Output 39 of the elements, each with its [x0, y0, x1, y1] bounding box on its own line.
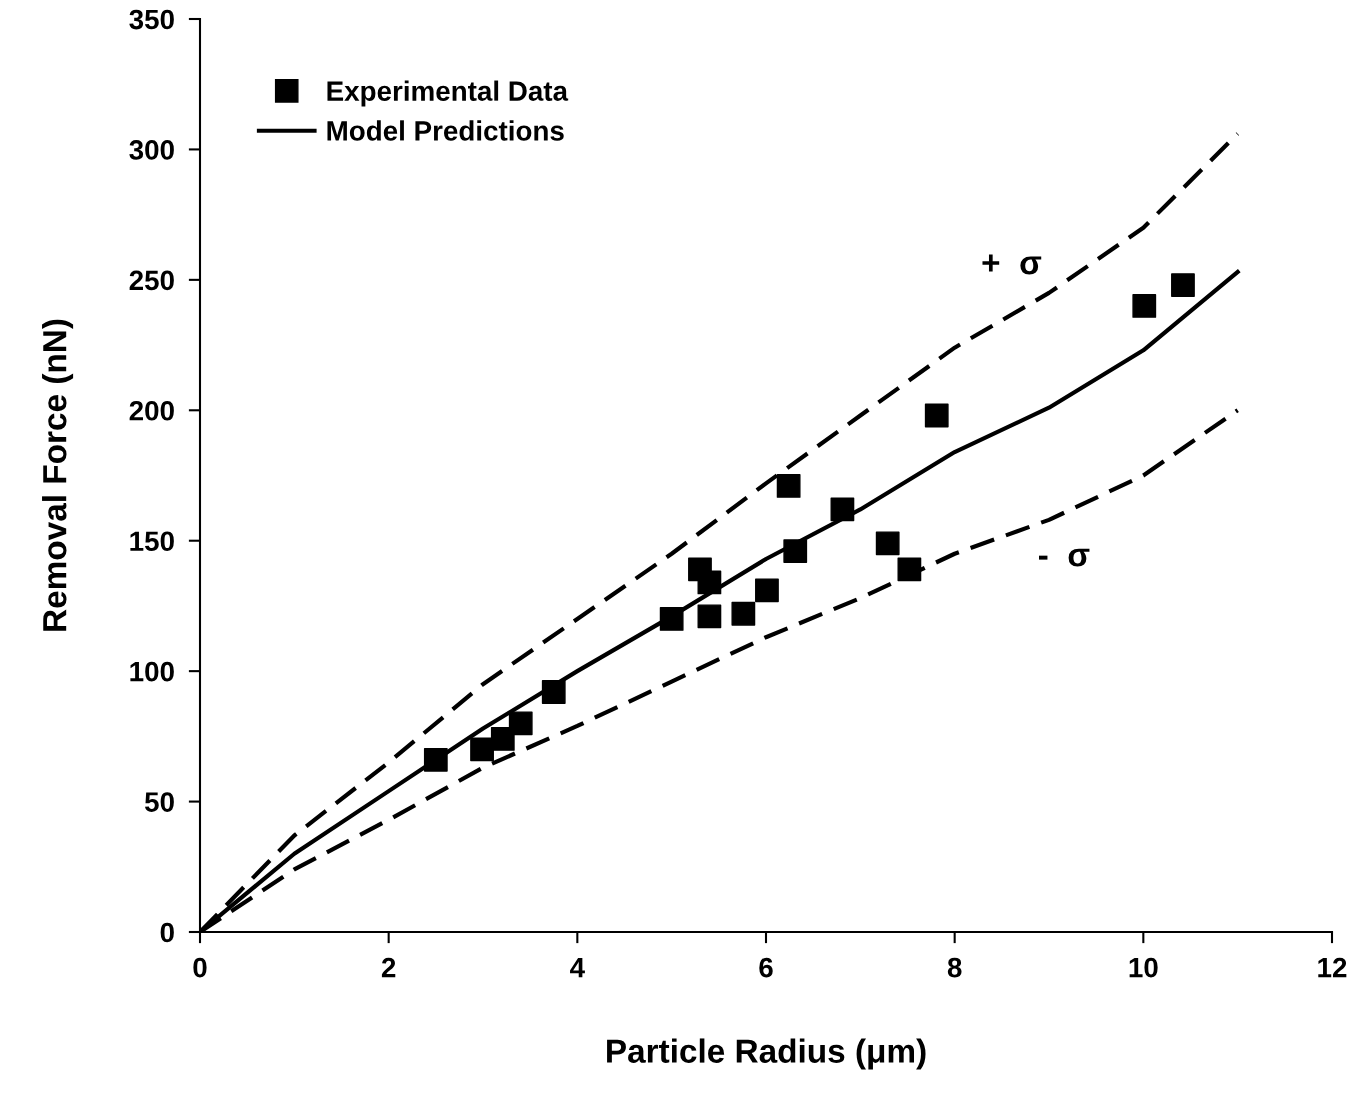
x-tick-label: 2	[381, 957, 396, 978]
x-tick-label: 12	[1318, 957, 1347, 978]
legend-label: Model Predictions	[327, 120, 564, 141]
annotation: - σ	[1038, 548, 1090, 567]
y-tick-label: 50	[144, 792, 174, 812]
point	[924, 403, 949, 428]
point	[659, 607, 684, 631]
point	[490, 727, 515, 751]
point	[470, 737, 494, 762]
point	[1132, 294, 1157, 318]
x-tick-label: 4	[570, 958, 585, 978]
point	[755, 578, 779, 603]
point	[1171, 273, 1195, 297]
point	[697, 570, 722, 595]
y-axis-title: Removal Force (nN)	[42, 319, 74, 631]
point	[830, 497, 855, 522]
point	[783, 539, 808, 564]
point	[731, 601, 756, 626]
x-tick-label: 10	[1129, 957, 1158, 978]
y-tick-label: 250	[129, 270, 174, 291]
x-axis-title: Particle Radius (μm)	[607, 1038, 926, 1070]
y-tick-label: 300	[129, 140, 174, 160]
y-tick-label: 150	[130, 531, 174, 552]
legend-label: Experimental Data	[327, 80, 569, 107]
point	[508, 711, 533, 736]
y-tick-label: 350	[129, 9, 174, 30]
y-tick-label: 0	[160, 922, 174, 943]
point	[423, 747, 448, 772]
x-tick-label: 0	[193, 957, 207, 978]
point	[697, 604, 722, 629]
y-tick-label: 200	[129, 400, 174, 421]
point	[897, 557, 922, 582]
point	[541, 680, 566, 704]
y-tick-label: 100	[130, 661, 174, 682]
annotation: + σ	[982, 254, 1042, 275]
point	[875, 531, 900, 556]
x-tick-label: 8	[947, 957, 962, 978]
x-tick-label: 6	[759, 957, 773, 978]
point	[776, 474, 801, 498]
